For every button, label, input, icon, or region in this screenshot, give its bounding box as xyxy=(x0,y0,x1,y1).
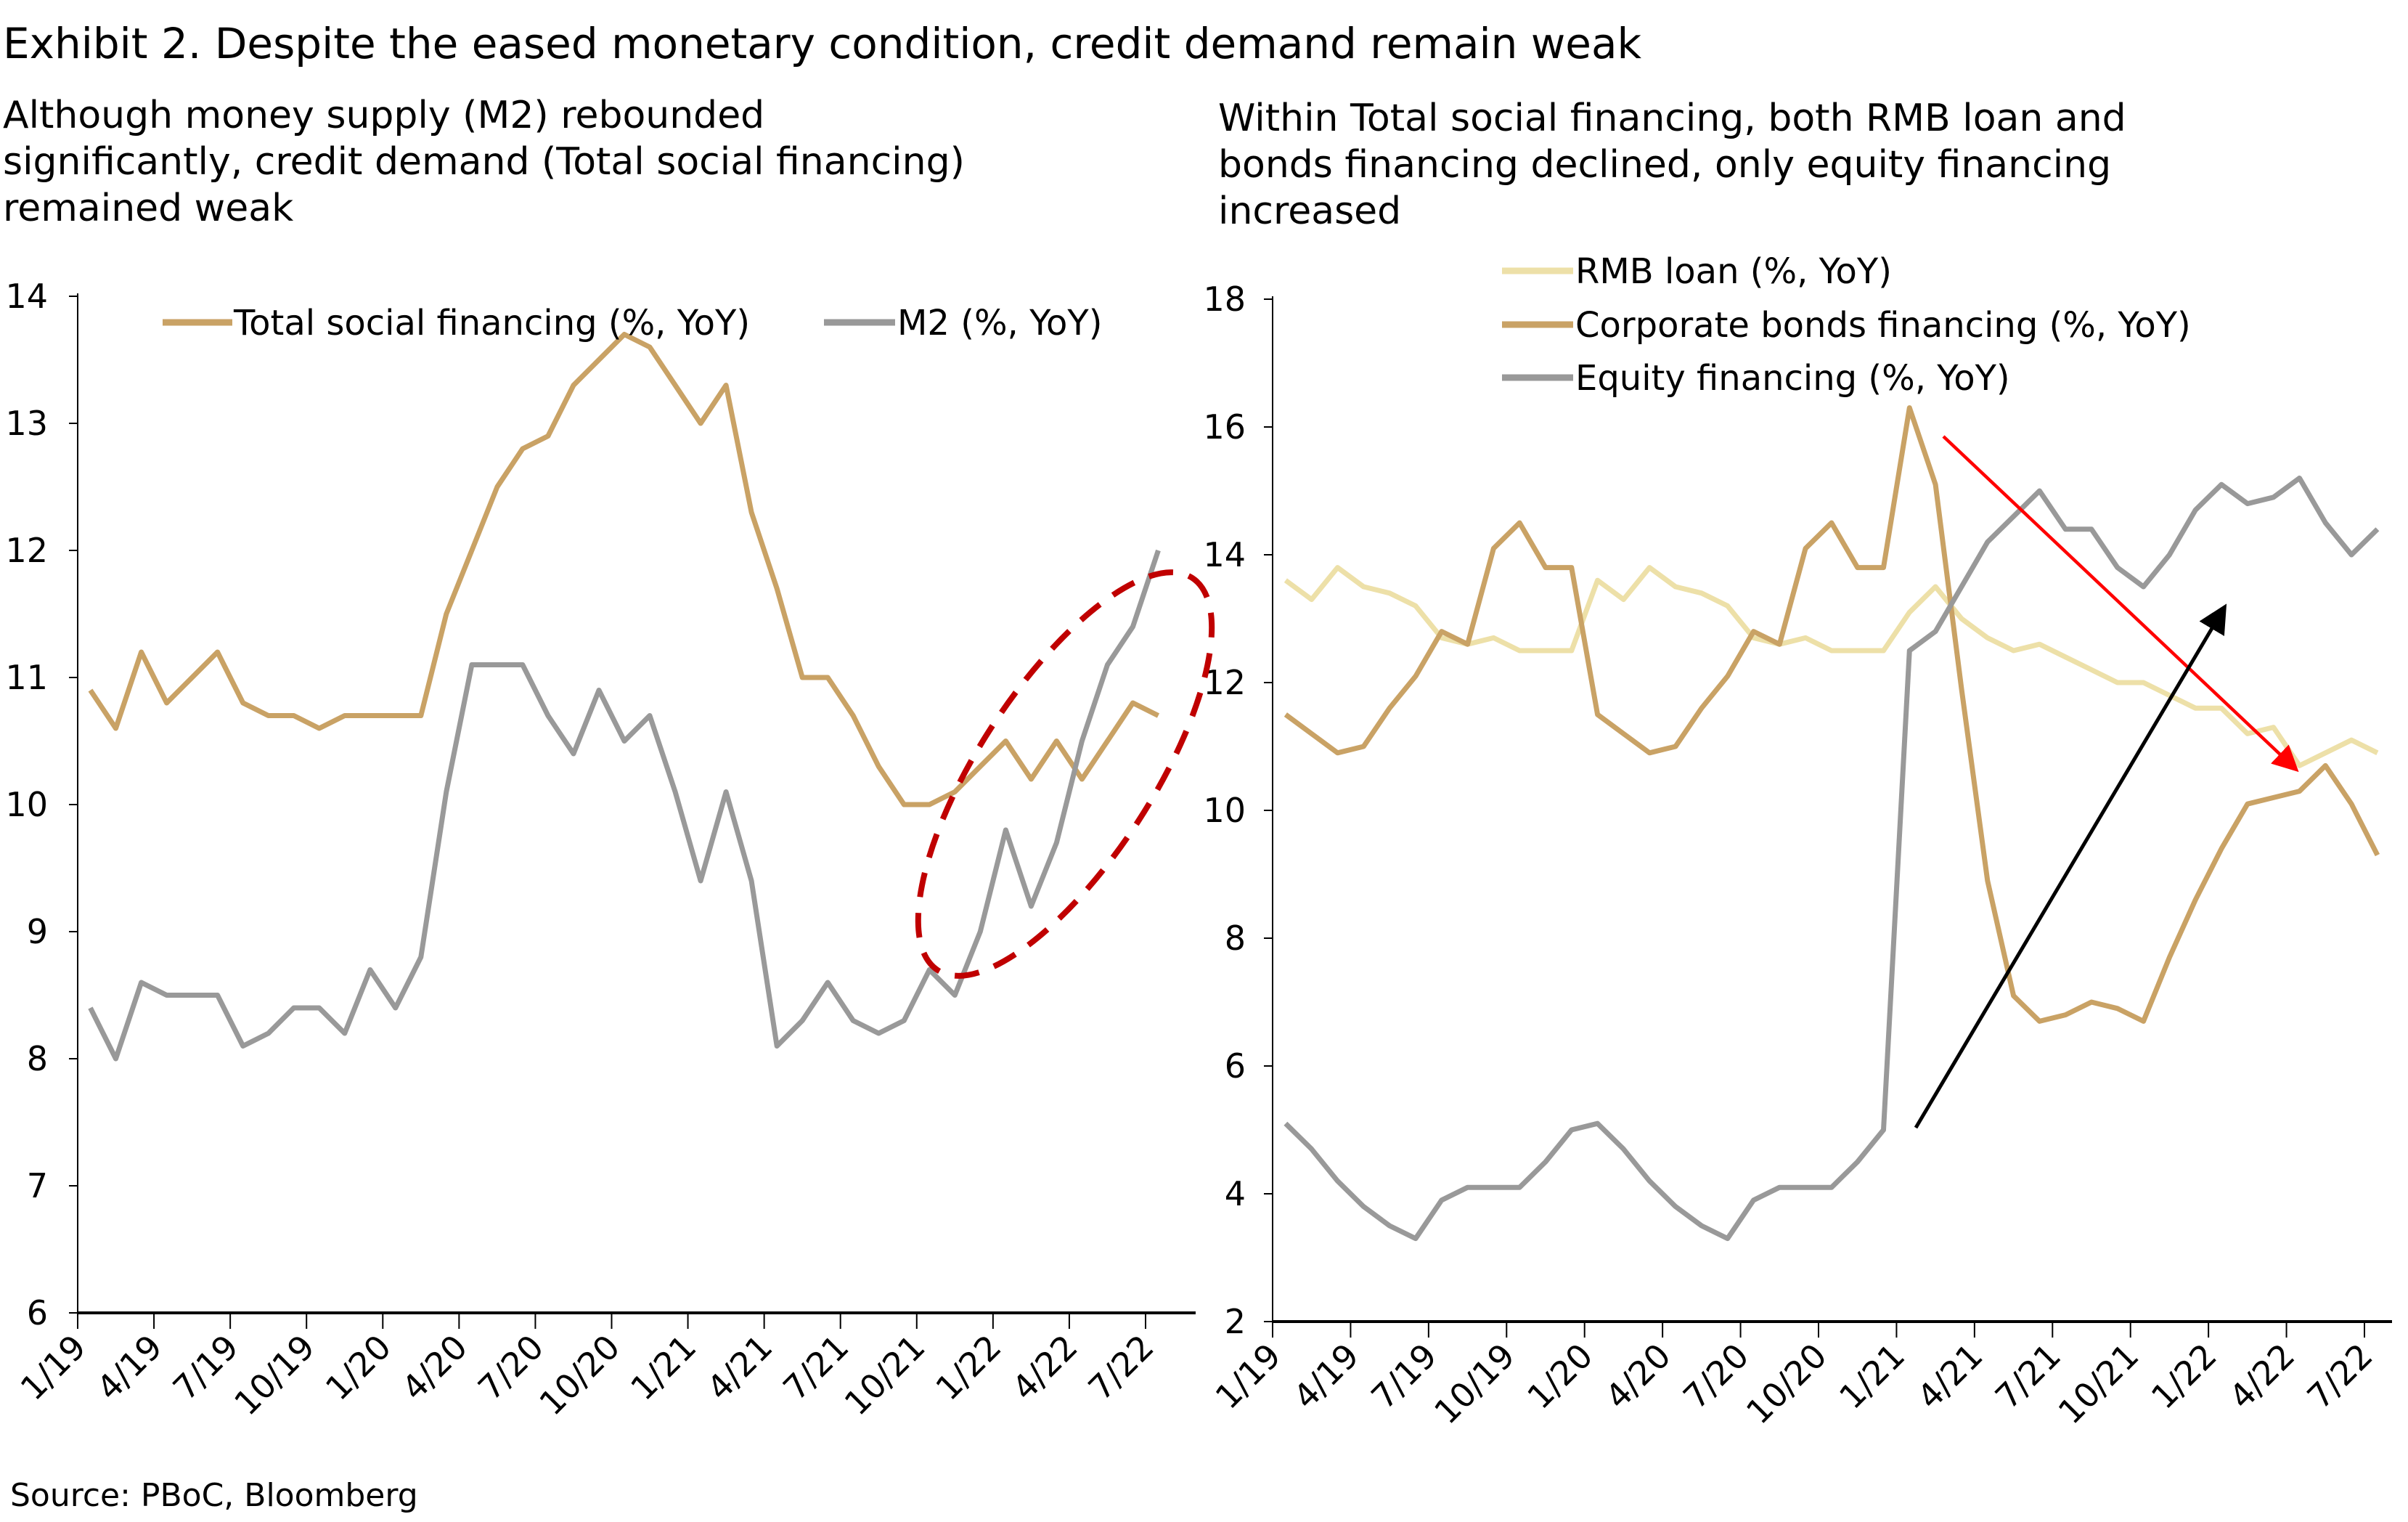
y-tick-label: 14 xyxy=(1203,535,1246,574)
y-tick-label: 4 xyxy=(1225,1174,1246,1213)
y-tick-label: 14 xyxy=(5,277,48,316)
right-subtitle: Within Total social financing, both RMB … xyxy=(1218,97,2126,233)
y-tick-label: 7 xyxy=(27,1166,48,1205)
x-tick-label: 10/21 xyxy=(837,1327,933,1423)
x-tick-label: 1/22 xyxy=(928,1327,1008,1408)
x-tick-label: 1/21 xyxy=(1832,1336,1912,1417)
y-tick-label: 12 xyxy=(5,531,48,570)
left-subtitle-line: Although money supply (M2) rebounded xyxy=(3,94,764,137)
highlight-ellipse xyxy=(915,569,1215,979)
x-tick-label: 1/22 xyxy=(2144,1336,2224,1417)
x-tick-label: 10/20 xyxy=(531,1327,627,1423)
exhibit-title: Exhibit 2. Despite the eased monetary co… xyxy=(3,19,1642,68)
x-tick-label: 4/20 xyxy=(1598,1336,1678,1417)
left-chart: 678910111213141/194/197/1910/191/204/207… xyxy=(5,277,1196,1423)
series-line-rmb xyxy=(1283,565,2379,768)
y-tick-label: 10 xyxy=(5,785,48,824)
x-tick-label: 1/19 xyxy=(1208,1336,1289,1417)
x-tick-label: 4/22 xyxy=(2221,1336,2302,1417)
x-tick-label: 4/20 xyxy=(394,1327,475,1408)
source-note: Source: PBoC, Bloomberg xyxy=(10,1477,418,1514)
left-subtitle: Although money supply (M2) rebounded sig… xyxy=(3,94,965,230)
y-tick-label: 18 xyxy=(1203,280,1246,319)
y-tick-label: 2 xyxy=(1225,1302,1246,1341)
right-subtitle-line: Within Total social financing, both RMB … xyxy=(1218,97,2126,140)
y-tick-label: 9 xyxy=(27,912,48,951)
black-up-arrow xyxy=(1914,603,2227,1129)
x-tick-label: 4/19 xyxy=(89,1327,170,1408)
series-line-tsf xyxy=(88,332,1160,807)
x-tick-label: 1/21 xyxy=(623,1327,703,1408)
x-tick-label: 4/21 xyxy=(699,1327,780,1408)
y-tick-label: 6 xyxy=(1225,1046,1246,1086)
red-down-arrow xyxy=(1942,435,2299,773)
x-tick-label: 10/21 xyxy=(2051,1336,2147,1432)
x-tick-label: 1/20 xyxy=(1519,1336,1600,1417)
x-tick-label: 7/22 xyxy=(1081,1327,1162,1408)
y-tick-label: 12 xyxy=(1203,663,1246,702)
x-tick-label: 1/19 xyxy=(13,1327,94,1408)
x-tick-label: 4/21 xyxy=(1909,1336,1990,1417)
x-tick-label: 1/20 xyxy=(318,1327,399,1408)
legend-label-rmb: RMB loan (%, YoY) xyxy=(1575,251,1892,292)
series-line-bonds xyxy=(1283,405,2380,1024)
left-subtitle-line: significantly, credit demand (Total soci… xyxy=(3,140,965,184)
x-tick-label: 10/19 xyxy=(1427,1336,1522,1432)
y-tick-label: 11 xyxy=(5,658,48,697)
x-tick-label: 7/22 xyxy=(2300,1336,2380,1417)
x-tick-label: 10/19 xyxy=(226,1327,322,1423)
y-tick-label: 13 xyxy=(5,404,48,443)
right-subtitle-line: increased xyxy=(1218,190,1401,233)
right-chart: 246810121416181/194/197/1910/191/204/207… xyxy=(1203,280,2392,1432)
y-tick-label: 6 xyxy=(27,1293,48,1332)
left-subtitle-line: remained weak xyxy=(3,187,293,230)
y-tick-label: 8 xyxy=(27,1039,48,1078)
legend-label-bonds: Corporate bonds financing (%, YoY) xyxy=(1575,305,2191,346)
legend-label-equity: Equity financing (%, YoY) xyxy=(1575,358,2010,399)
series-line-equity xyxy=(1283,475,2380,1242)
right-legend: RMB loan (%, YoY) Corporate bonds financ… xyxy=(1502,251,2191,399)
x-tick-label: 4/22 xyxy=(1004,1327,1085,1408)
y-tick-label: 8 xyxy=(1225,919,1246,958)
right-subtitle-line: bonds financing declined, only equity fi… xyxy=(1218,143,2111,187)
left-legend: Total social financing (%, YoY) M2 (%, Y… xyxy=(163,303,1102,343)
y-tick-label: 10 xyxy=(1203,791,1246,830)
legend-label-tsf: Total social financing (%, YoY) xyxy=(233,303,750,343)
series-line-m2 xyxy=(88,549,1161,1062)
y-tick-label: 16 xyxy=(1203,407,1246,447)
x-tick-label: 10/20 xyxy=(1739,1336,1834,1432)
x-tick-label: 4/19 xyxy=(1286,1336,1366,1417)
legend-label-m2: M2 (%, YoY) xyxy=(897,303,1102,343)
